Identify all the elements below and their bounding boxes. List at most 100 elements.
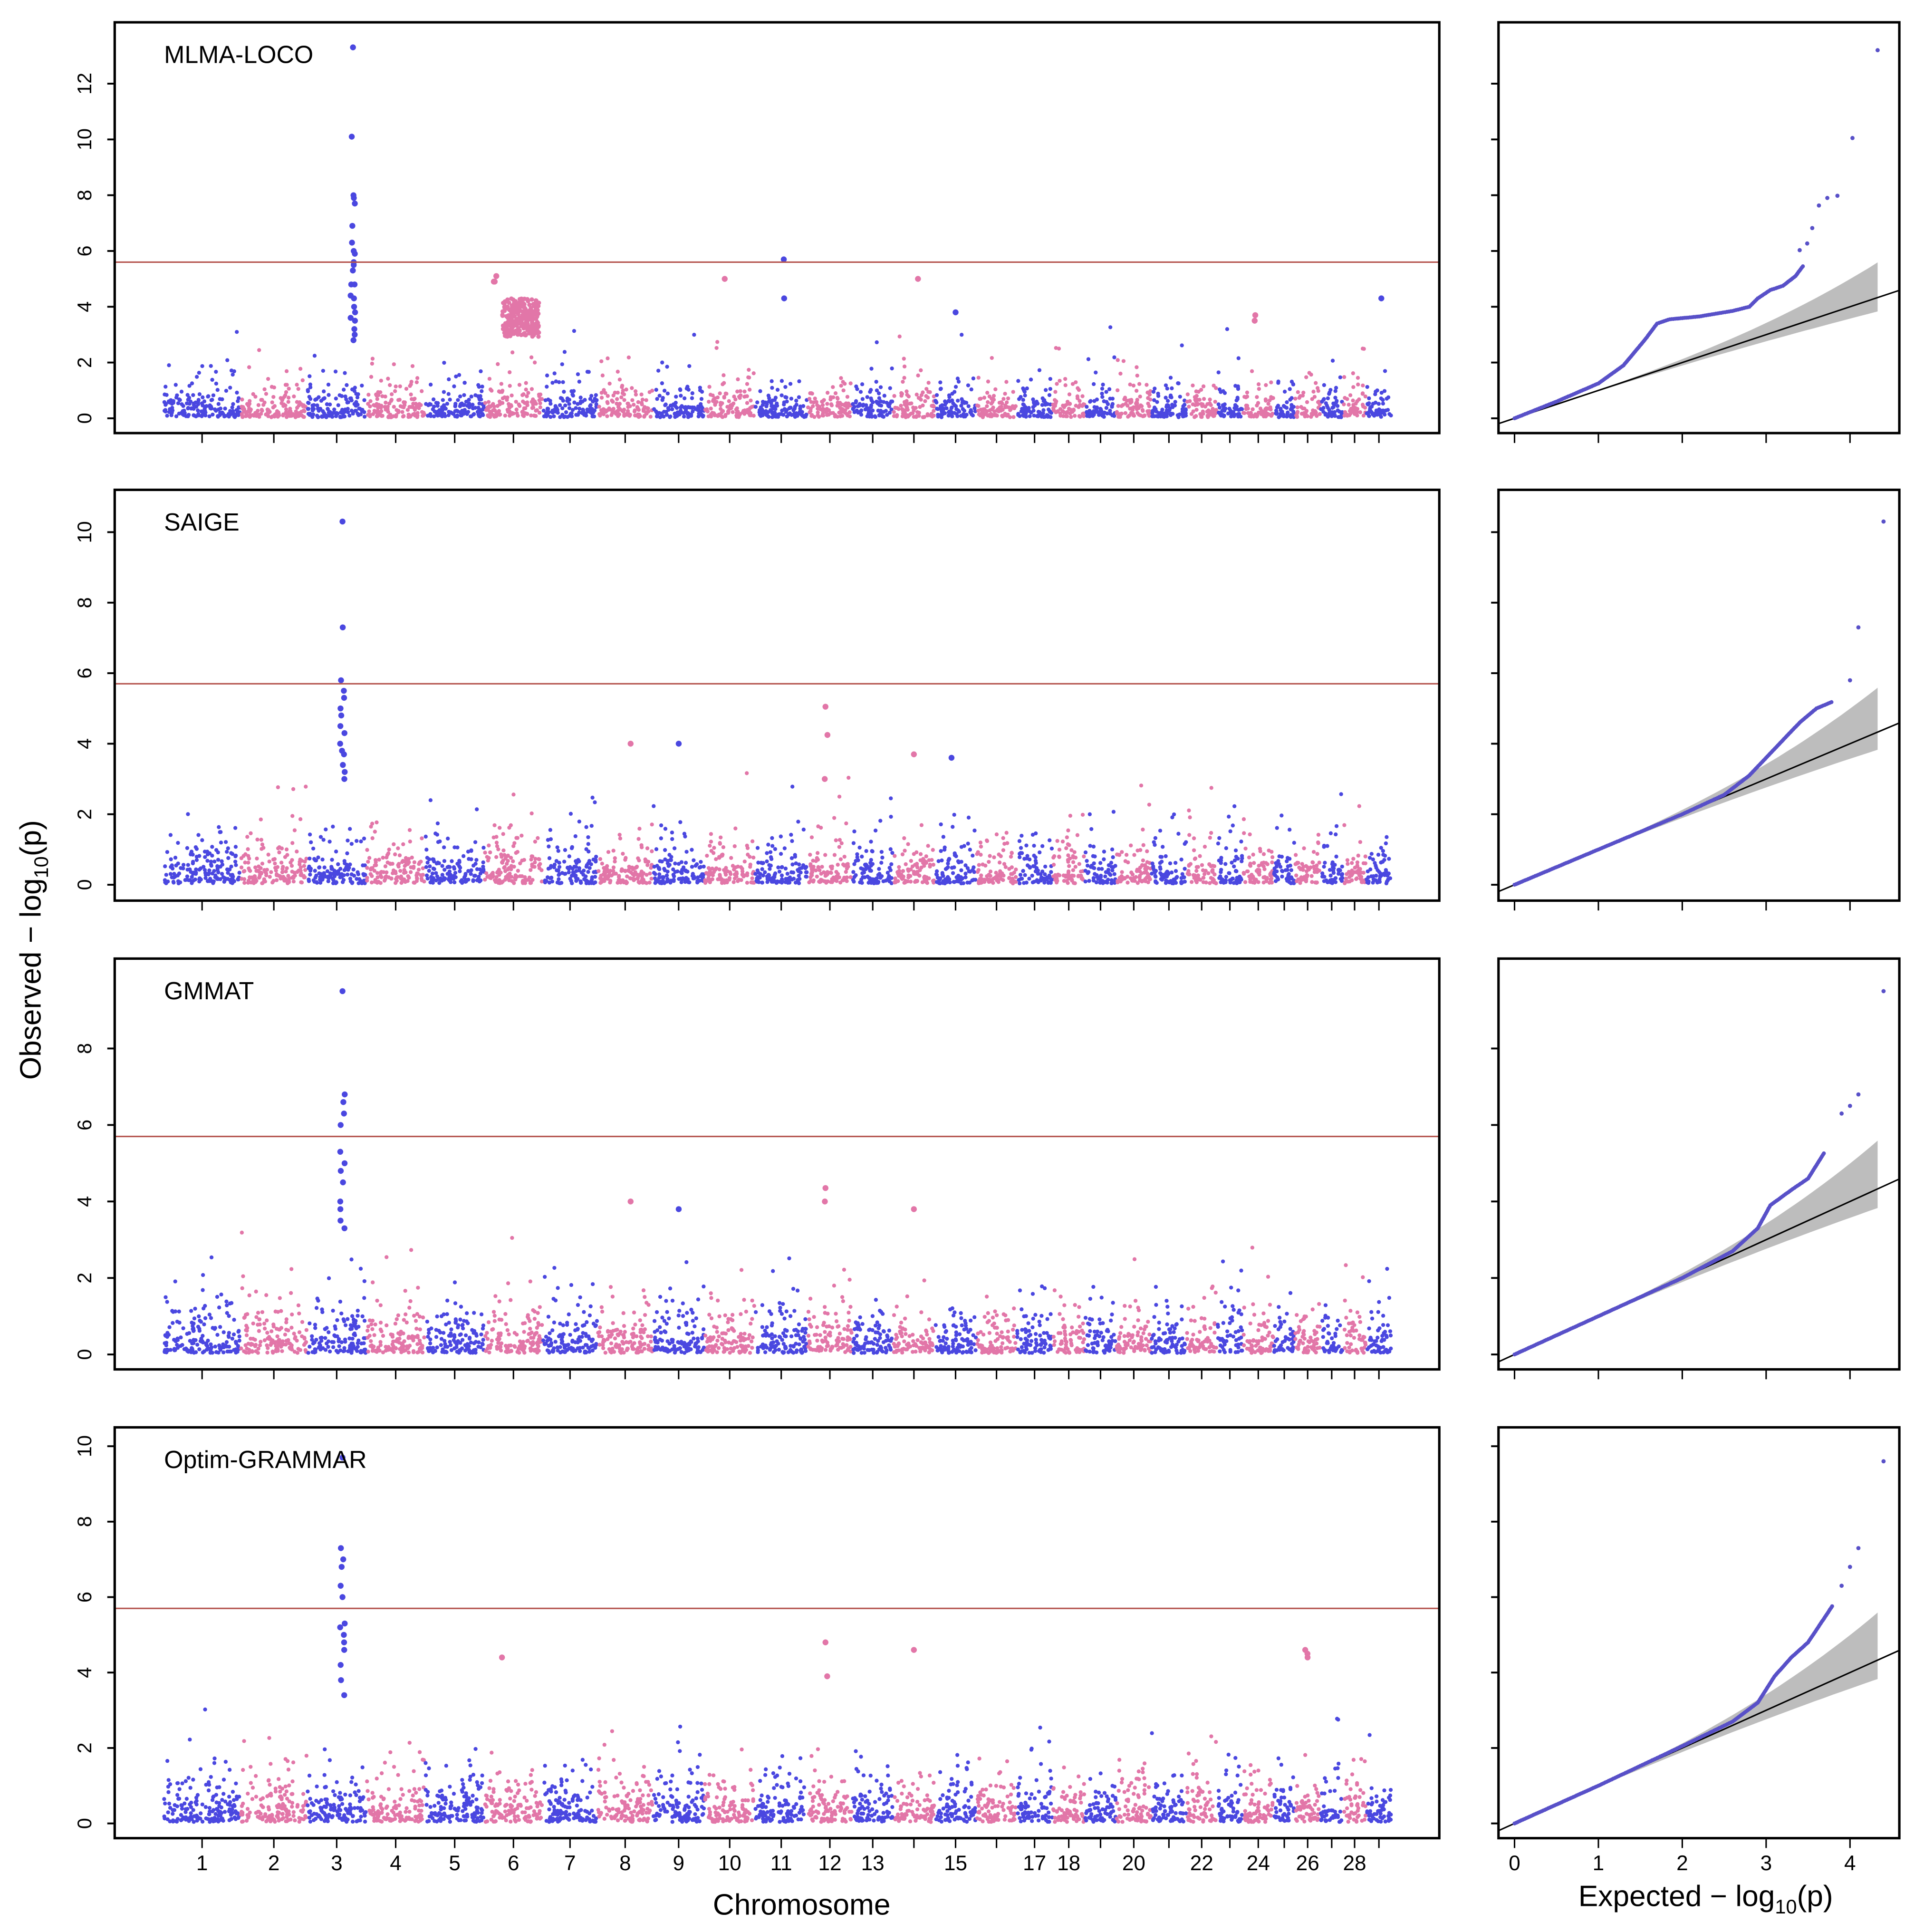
snp-point bbox=[481, 413, 485, 417]
snp-point bbox=[525, 412, 529, 416]
snp-point bbox=[642, 415, 646, 419]
snp-point bbox=[772, 879, 776, 883]
snp-point bbox=[707, 399, 711, 404]
snp-point bbox=[731, 410, 735, 415]
snp-point bbox=[351, 411, 355, 416]
snp-point bbox=[233, 845, 238, 849]
snp-point bbox=[530, 864, 535, 869]
snp-point bbox=[602, 388, 606, 392]
snp-point bbox=[1360, 392, 1365, 396]
snp-point bbox=[920, 880, 925, 884]
snp-point bbox=[784, 410, 788, 414]
snp-point bbox=[494, 855, 499, 860]
snp-point bbox=[1171, 412, 1175, 416]
snp-point bbox=[743, 394, 747, 399]
snp-point bbox=[331, 878, 336, 882]
snp-point bbox=[979, 873, 983, 878]
snp-point bbox=[893, 876, 897, 880]
snp-point bbox=[210, 377, 214, 382]
snp-point-peak bbox=[915, 276, 921, 282]
snp-point bbox=[384, 400, 388, 405]
snp-point bbox=[1379, 396, 1383, 401]
snp-point bbox=[1355, 407, 1360, 411]
snp-point bbox=[480, 385, 484, 389]
snp-point bbox=[197, 370, 201, 375]
snp-point bbox=[379, 870, 383, 875]
snp-point bbox=[988, 874, 992, 878]
snp-point bbox=[722, 868, 726, 872]
snp-point bbox=[844, 821, 848, 826]
snp-point bbox=[197, 392, 202, 396]
snp-point bbox=[729, 856, 733, 860]
snp-point bbox=[996, 878, 1000, 882]
snp-point bbox=[820, 865, 824, 869]
snp-point bbox=[836, 403, 841, 407]
snp-point bbox=[991, 880, 995, 885]
qq-point-top bbox=[1798, 248, 1802, 252]
snp-point bbox=[546, 838, 550, 842]
snp-point bbox=[574, 406, 578, 410]
snp-point bbox=[260, 398, 264, 402]
snp-point bbox=[196, 833, 201, 837]
snp-point bbox=[902, 357, 906, 361]
snp-point bbox=[1128, 382, 1132, 386]
snp-point bbox=[508, 384, 512, 388]
snp-point bbox=[469, 395, 473, 399]
snp-point-cluster bbox=[520, 309, 525, 314]
snp-point bbox=[1236, 356, 1241, 360]
snp-point bbox=[808, 852, 812, 857]
snp-point bbox=[918, 852, 923, 856]
snp-point bbox=[176, 861, 180, 866]
snp-point bbox=[735, 411, 739, 415]
snp-point bbox=[733, 826, 738, 831]
snp-point bbox=[1067, 392, 1072, 396]
snp-point bbox=[825, 412, 829, 416]
snp-point bbox=[985, 838, 989, 842]
snp-point bbox=[402, 400, 406, 405]
snp-point bbox=[380, 414, 385, 418]
snp-point bbox=[1138, 413, 1143, 417]
snp-point bbox=[379, 378, 383, 383]
snp-point bbox=[598, 857, 603, 861]
snp-point bbox=[467, 401, 471, 406]
snp-point bbox=[177, 411, 181, 416]
snp-point bbox=[430, 871, 435, 876]
snp-point bbox=[698, 412, 702, 416]
snp-point bbox=[236, 399, 240, 403]
snp-point bbox=[652, 804, 656, 808]
snp-point-peak bbox=[1252, 312, 1259, 319]
snp-point bbox=[1250, 369, 1254, 373]
snp-point bbox=[648, 415, 653, 419]
snp-point bbox=[1299, 405, 1303, 409]
snp-point bbox=[216, 870, 221, 875]
snp-point bbox=[715, 340, 720, 344]
snp-point bbox=[868, 869, 872, 873]
snp-point bbox=[420, 389, 424, 393]
snp-point bbox=[748, 387, 752, 392]
snp-point bbox=[746, 375, 750, 379]
snp-point bbox=[647, 880, 652, 885]
snp-point bbox=[197, 876, 202, 880]
snp-point bbox=[538, 401, 542, 406]
snp-point bbox=[524, 387, 528, 392]
snp-point bbox=[1276, 379, 1280, 384]
snp-point bbox=[264, 873, 269, 878]
snp-point bbox=[368, 399, 373, 403]
snp-point bbox=[775, 879, 779, 884]
snp-point bbox=[904, 389, 909, 394]
snp-point bbox=[424, 402, 428, 406]
snp-point bbox=[1348, 393, 1353, 397]
snp-point bbox=[298, 817, 303, 821]
snp-point bbox=[938, 387, 943, 391]
snp-point bbox=[954, 407, 959, 411]
snp-point-cluster bbox=[536, 311, 541, 316]
snp-point-cluster bbox=[519, 317, 524, 322]
snp-point bbox=[906, 869, 911, 873]
snp-point bbox=[591, 857, 596, 862]
snp-point bbox=[1110, 396, 1115, 401]
snp-point bbox=[576, 372, 580, 377]
snp-point bbox=[827, 408, 831, 412]
snp-point bbox=[1282, 405, 1287, 409]
snp-point bbox=[843, 382, 847, 386]
snp-point bbox=[1325, 403, 1329, 408]
